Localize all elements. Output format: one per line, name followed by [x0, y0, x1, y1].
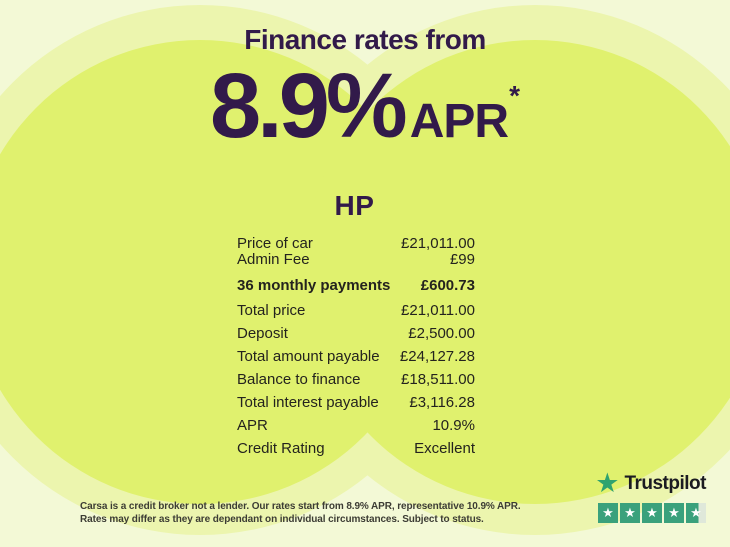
finance-row-label: 36 monthly payments [237, 277, 391, 294]
finance-row: 36 monthly payments £600.73 [237, 278, 475, 294]
rating-star-icon: ★ [686, 503, 706, 523]
trustpilot-wordmark: Trustpilot [624, 472, 706, 494]
finance-row-label: Deposit [237, 325, 288, 342]
finance-row-value: £24,127.28 [399, 348, 475, 365]
finance-row: Price of car £21,011.00 [237, 236, 475, 252]
finance-row-value: 10.9% [432, 417, 475, 434]
finance-row-label: APR [237, 417, 268, 434]
finance-row-value: £600.73 [420, 277, 475, 294]
finance-row-label: Total price [237, 302, 306, 319]
finance-row: APR 10.9% [237, 418, 475, 434]
rating-star-icon: ★ [664, 503, 684, 523]
finance-row: Total price £21,011.00 [237, 303, 475, 319]
finance-row-value: £3,116.28 [409, 394, 475, 411]
finance-row: Balance to finance £18,511.00 [237, 372, 475, 388]
finance-row-value: Excellent [414, 440, 475, 457]
finance-row-label: Admin Fee [237, 251, 310, 268]
finance-row-label: Balance to finance [237, 371, 361, 388]
rating-star-icon: ★ [642, 503, 662, 523]
finance-row-label: Total amount payable [237, 348, 380, 365]
finance-row-label: Total interest payable [237, 394, 379, 411]
rating-star-icon: ★ [598, 503, 618, 523]
disclaimer-text: Carsa is a credit broker not a lender. O… [80, 501, 521, 526]
trustpilot-rating-stars: ★ ★ ★ ★ ★ [598, 503, 706, 523]
finance-row-value: £99 [449, 251, 475, 268]
finance-row-label: Credit Rating [237, 440, 325, 457]
promo-title: Finance rates from [244, 24, 486, 55]
finance-row-label: Price of car [237, 235, 313, 252]
finance-row: Deposit £2,500.00 [237, 326, 475, 342]
trustpilot-badge[interactable]: ★ Trustpilot ★ ★ ★ ★ ★ [595, 470, 706, 523]
finance-row-value: £21,011.00 [401, 302, 475, 319]
rate-value: 8.9% [210, 55, 408, 157]
disclaimer-line-2: Rates may differ as they are dependant o… [80, 513, 484, 525]
finance-row: Total interest payable £3,116.28 [237, 395, 475, 411]
trustpilot-star-icon: ★ [595, 468, 620, 498]
finance-product-heading: HP [334, 190, 375, 221]
rate-suffix: APR [409, 95, 509, 148]
rating-star-icon: ★ [620, 503, 640, 523]
finance-row-value: £18,511.00 [401, 371, 475, 388]
finance-row: Credit Rating Excellent [237, 441, 475, 457]
finance-row: Total amount payable £24,127.28 [237, 349, 475, 365]
finance-row-value: £2,500.00 [408, 325, 475, 342]
rate-asterisk: * [509, 80, 520, 111]
trustpilot-logo: ★ Trustpilot [595, 470, 706, 497]
disclaimer-line-1: Carsa is a credit broker not a lender. O… [80, 501, 521, 512]
finance-table: Price of car £21,011.00 Admin Fee £99 36 mon… [237, 236, 475, 457]
finance-row: Admin Fee £99 [237, 252, 475, 268]
headline-rate: 8.9% APR * [0, 60, 730, 152]
background-circle-right [303, 40, 730, 504]
finance-row-value: £21,011.00 [401, 235, 475, 252]
